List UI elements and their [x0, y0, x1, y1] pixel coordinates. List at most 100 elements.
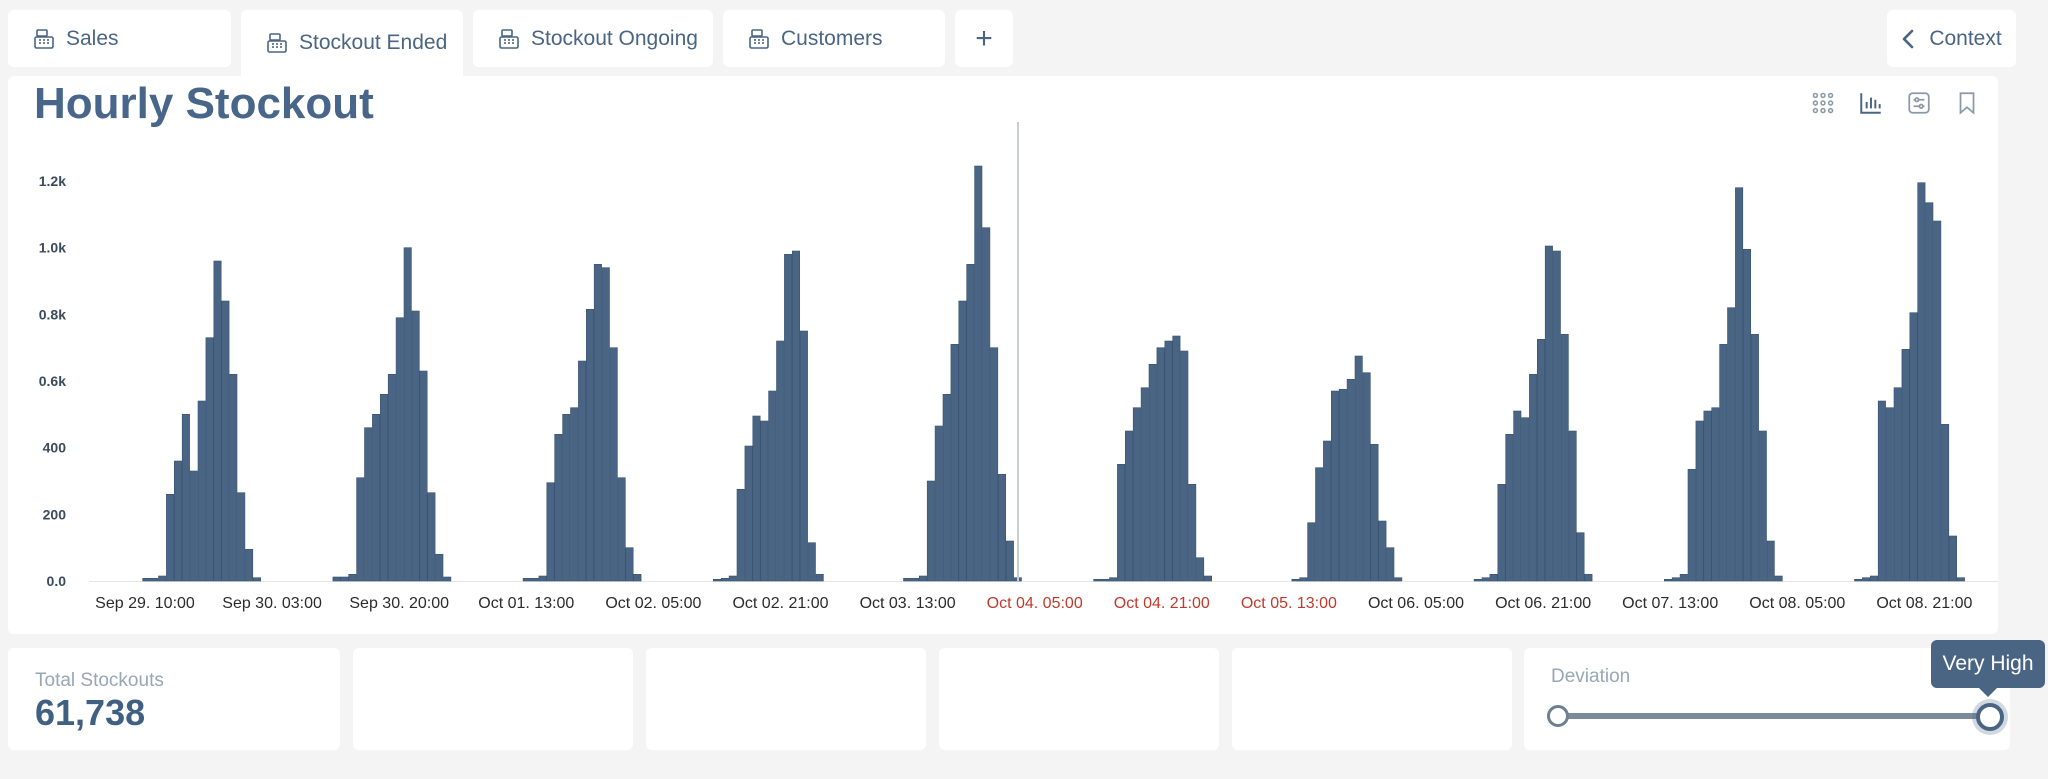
bar — [601, 267, 610, 582]
bar — [1323, 440, 1332, 582]
bar — [1544, 245, 1553, 582]
bar — [1901, 348, 1910, 582]
bar — [625, 547, 634, 582]
tab-sales[interactable]: Sales — [8, 10, 231, 67]
y-tick-label: 1.0k — [39, 240, 66, 256]
bar — [364, 427, 373, 582]
bar — [1180, 350, 1189, 582]
bar — [1537, 338, 1546, 582]
bar — [387, 373, 396, 582]
bar — [419, 370, 428, 582]
bar — [1893, 387, 1902, 582]
bar — [1521, 417, 1530, 582]
bar — [1877, 400, 1886, 582]
bar — [1299, 577, 1308, 582]
bar — [982, 227, 991, 582]
bar — [1774, 575, 1783, 582]
deviation-card: Deviation — [1524, 648, 2010, 750]
bar — [1766, 540, 1775, 582]
bar — [1956, 577, 1965, 582]
bar — [1679, 573, 1688, 582]
x-tick-label: Oct 02. 05:00 — [605, 595, 701, 612]
bar — [1132, 407, 1141, 582]
y-tick-label: 400 — [43, 440, 67, 456]
bar — [1109, 577, 1118, 582]
bar — [752, 415, 761, 582]
bar — [570, 407, 579, 582]
x-tick-label: Oct 07. 13:00 — [1622, 595, 1718, 612]
y-tick-label: 200 — [43, 506, 67, 522]
bar — [1743, 249, 1752, 582]
bar — [538, 575, 547, 582]
bar — [784, 254, 793, 582]
bar — [1576, 532, 1585, 582]
bar — [1941, 423, 1950, 582]
bar — [1117, 463, 1126, 582]
bar — [760, 420, 769, 582]
bar — [1307, 522, 1316, 582]
bar — [562, 413, 571, 582]
bar — [189, 470, 198, 582]
bar — [197, 400, 206, 582]
bar — [1338, 388, 1347, 582]
bar — [1917, 182, 1926, 582]
x-tick-label: Oct 04. 21:00 — [1114, 595, 1210, 612]
bar — [1727, 307, 1736, 582]
filter-icon[interactable] — [1906, 90, 1932, 116]
bar — [578, 360, 587, 582]
bar — [728, 575, 737, 582]
bar — [1386, 547, 1395, 582]
empty-card — [353, 648, 633, 750]
bar — [911, 577, 920, 582]
context-button[interactable]: Context — [1887, 10, 2016, 67]
bar — [744, 445, 753, 582]
x-tick-label: Sep 30. 03:00 — [222, 595, 322, 612]
empty-card — [1232, 648, 1512, 750]
bar — [1703, 410, 1712, 582]
deviation-slider-max-handle[interactable] — [1976, 703, 2004, 731]
bar — [1854, 578, 1863, 582]
tab-stockout-ongoing[interactable]: Stockout Ongoing — [473, 10, 713, 67]
bar — [372, 413, 381, 582]
bar — [435, 553, 444, 582]
bar — [530, 577, 539, 582]
deviation-slider-min-handle[interactable] — [1547, 705, 1569, 727]
bar — [1188, 483, 1197, 582]
add-tab-button[interactable]: + — [955, 10, 1013, 67]
bookmark-icon[interactable] — [1954, 90, 1980, 116]
grid-icon[interactable] — [1810, 90, 1836, 116]
bar — [903, 577, 912, 582]
bar — [1750, 333, 1759, 582]
bar — [1125, 430, 1134, 582]
bar — [205, 337, 214, 582]
bar — [1719, 343, 1728, 582]
bar — [799, 330, 808, 582]
bar — [997, 473, 1006, 582]
bar — [1473, 578, 1482, 582]
bar — [1489, 573, 1498, 582]
bar — [585, 309, 594, 582]
bar — [403, 247, 412, 582]
bar — [736, 488, 745, 582]
bar — [791, 250, 800, 582]
bar — [807, 542, 816, 582]
x-tick-label: Oct 08. 05:00 — [1749, 595, 1845, 612]
deviation-label: Deviation — [1551, 666, 1631, 687]
chevron-left-icon — [1903, 29, 1914, 48]
bar — [142, 577, 151, 582]
x-tick-label: Oct 08. 21:00 — [1876, 595, 1972, 612]
bar — [768, 390, 777, 582]
bar — [1204, 575, 1213, 582]
bar — [974, 165, 983, 582]
bar-chart-icon[interactable] — [1858, 90, 1884, 116]
bar — [1909, 312, 1918, 582]
bar — [1711, 407, 1720, 582]
bar — [1315, 467, 1324, 582]
tab-customers[interactable]: Customers — [723, 10, 945, 67]
tab-stockout-ended[interactable]: Stockout Ended — [241, 10, 463, 76]
cash-register-icon — [34, 28, 54, 49]
bar — [593, 264, 602, 582]
deviation-slider-track[interactable] — [1558, 713, 1988, 719]
bar — [150, 577, 159, 582]
tab-label: Customers — [781, 26, 883, 50]
